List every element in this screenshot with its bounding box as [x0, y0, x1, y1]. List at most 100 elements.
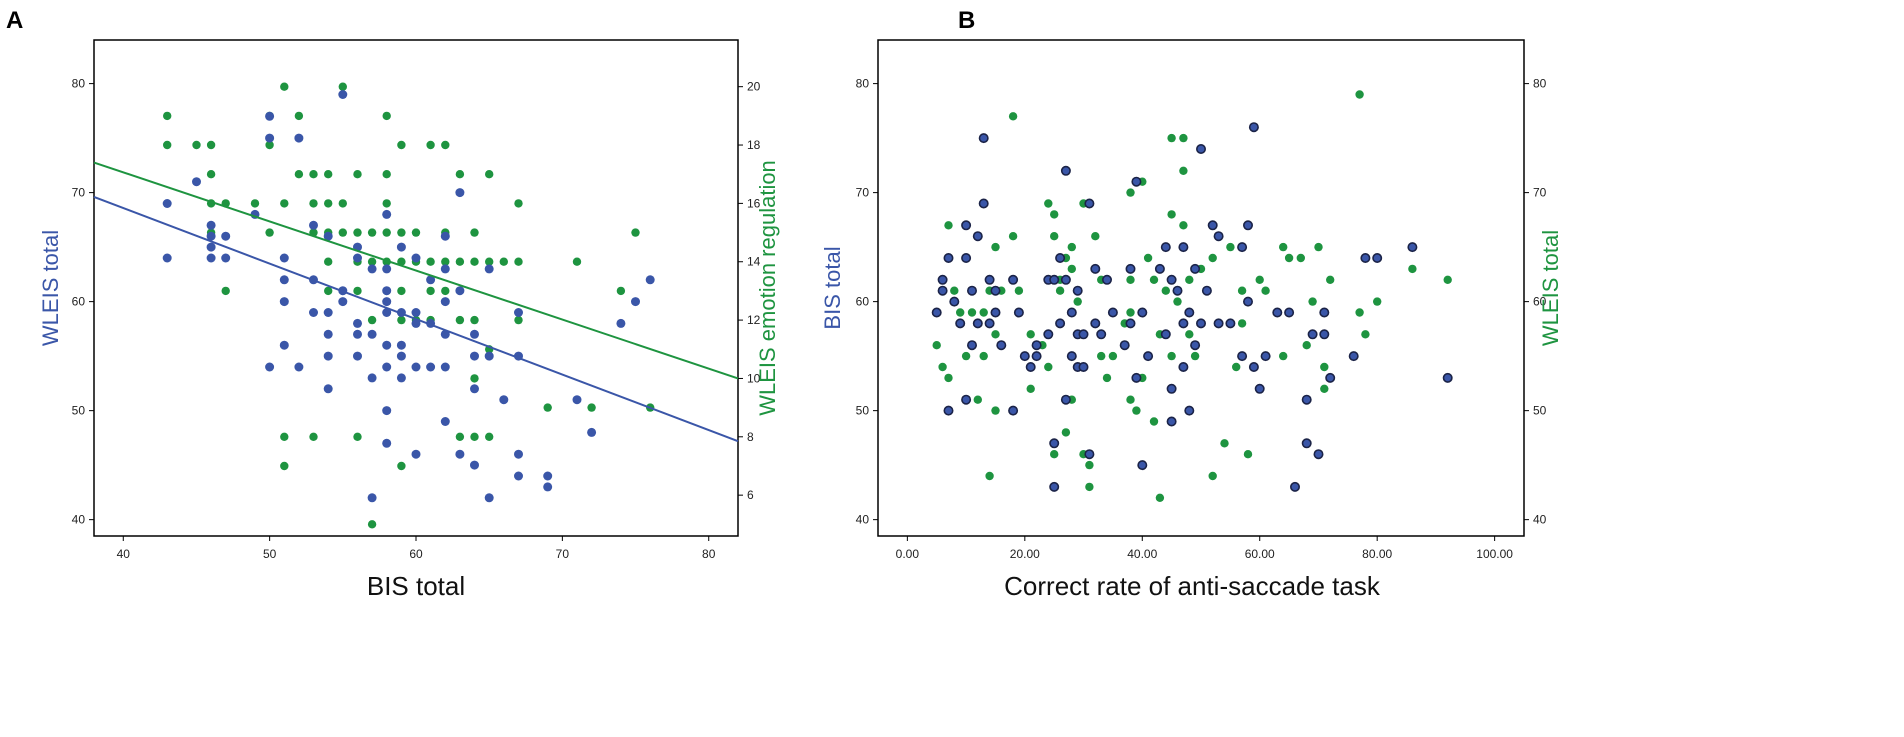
data-point	[309, 199, 318, 208]
data-point	[1085, 482, 1094, 492]
data-point	[1049, 481, 1060, 492]
data-point	[1154, 263, 1165, 274]
data-point	[353, 351, 362, 361]
data-point	[206, 242, 216, 252]
data-point	[1272, 307, 1283, 318]
data-point	[382, 228, 391, 237]
data-point	[382, 340, 392, 350]
x-tick-label: 40.00	[1127, 547, 1157, 561]
data-point	[514, 315, 523, 325]
data-point	[499, 257, 508, 266]
data-point	[206, 140, 216, 150]
panel-a-y-ticks-left: 40 50 60 70 80	[72, 77, 94, 527]
data-point	[1178, 318, 1189, 329]
data-point	[411, 308, 421, 317]
data-point	[996, 340, 1007, 351]
data-point	[1261, 286, 1270, 295]
y-tick-label: 10	[747, 371, 761, 385]
data-point	[455, 188, 465, 198]
data-point	[1361, 330, 1370, 339]
data-point	[470, 257, 479, 266]
data-point	[1284, 307, 1295, 318]
x-tick-label: 70	[556, 547, 570, 561]
data-point	[1207, 220, 1218, 231]
data-point	[1014, 286, 1024, 295]
data-point	[1301, 394, 1312, 405]
y-tick-label: 60	[72, 295, 86, 309]
data-point	[1008, 232, 1018, 241]
data-point	[1442, 372, 1453, 383]
y-tick-label: 20	[747, 80, 761, 94]
data-point	[382, 286, 392, 296]
data-point	[616, 286, 626, 296]
data-point	[353, 318, 362, 328]
data-point	[367, 257, 377, 266]
data-point	[1167, 210, 1176, 219]
data-point	[1160, 242, 1171, 253]
data-point	[1407, 242, 1418, 253]
panel-a-y-ticks-right: 6 8 10 12 14 16 18 20	[738, 80, 761, 502]
data-point	[323, 351, 333, 361]
data-point	[1102, 373, 1112, 383]
data-point	[1237, 319, 1247, 328]
data-point	[943, 405, 954, 416]
data-point	[1091, 232, 1100, 241]
panel-b-y-ticks-left: 40 50 60 70 80	[856, 77, 878, 527]
data-point	[338, 82, 347, 91]
data-point	[1243, 450, 1253, 459]
data-point	[470, 432, 479, 441]
data-point	[1050, 232, 1059, 241]
panel-b-y-axis-title-right: WLEIS total	[1538, 230, 1563, 346]
data-point	[1179, 166, 1188, 175]
y-tick-label: 50	[856, 404, 870, 418]
data-point	[280, 82, 289, 91]
y-tick-label: 50	[1533, 404, 1547, 418]
data-point	[338, 297, 348, 307]
data-point	[1243, 220, 1254, 231]
panel-a-fit-lines	[93, 161, 739, 443]
data-point	[1296, 253, 1306, 263]
y-tick-label: 40	[72, 513, 86, 527]
data-point	[1443, 275, 1452, 284]
data-point	[367, 228, 377, 237]
y-tick-label: 18	[747, 138, 761, 152]
data-point	[1320, 384, 1329, 393]
data-point	[949, 296, 960, 307]
data-point	[1178, 242, 1189, 253]
data-point	[1008, 112, 1018, 121]
data-point	[1313, 449, 1324, 460]
data-point	[397, 140, 406, 150]
data-point	[441, 286, 450, 296]
data-point	[411, 253, 421, 263]
data-point	[1067, 242, 1077, 252]
data-point	[1137, 460, 1148, 471]
data-point	[353, 228, 362, 237]
data-point	[572, 395, 582, 405]
data-point	[280, 461, 289, 471]
data-point	[943, 253, 954, 264]
data-point	[1166, 274, 1177, 285]
data-point	[973, 395, 982, 404]
data-point	[353, 329, 362, 339]
data-point	[324, 286, 333, 296]
data-point	[944, 221, 953, 230]
data-point	[1025, 361, 1036, 372]
data-point	[990, 307, 1001, 318]
data-point	[931, 307, 942, 318]
data-point	[543, 482, 553, 492]
fit-line-wleis-total	[93, 196, 739, 443]
data-point	[1360, 253, 1371, 264]
data-point	[616, 318, 626, 328]
data-point	[1284, 253, 1294, 263]
data-point	[163, 140, 172, 150]
data-point	[294, 170, 304, 179]
data-point	[1073, 297, 1082, 306]
data-point	[397, 228, 406, 237]
data-point	[1190, 340, 1201, 351]
data-point	[1160, 329, 1171, 340]
data-point	[1026, 330, 1035, 339]
data-point	[309, 432, 318, 441]
data-point	[1190, 263, 1201, 274]
data-point	[367, 329, 377, 339]
